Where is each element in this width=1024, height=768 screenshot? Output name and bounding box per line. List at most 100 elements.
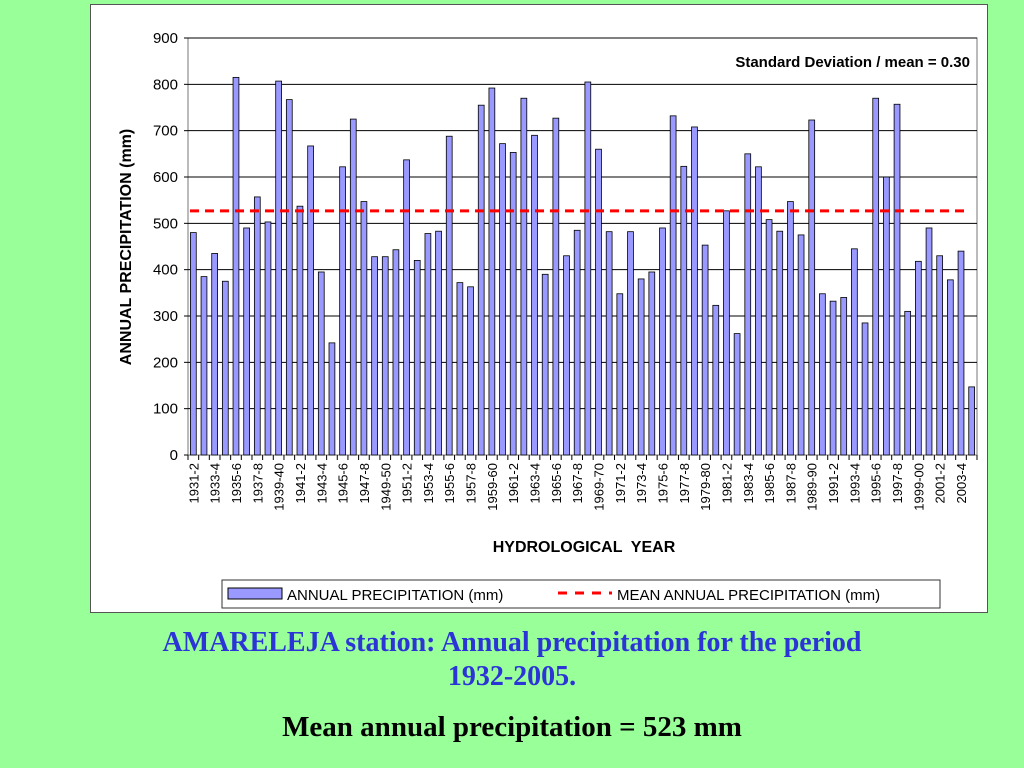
y-tick-label: 100	[153, 401, 178, 418]
bar-1937-8	[253, 196, 261, 456]
x-tick-label: 1975-6	[655, 463, 670, 503]
bar-1985-6	[765, 219, 773, 456]
y-tick-label: 800	[153, 76, 178, 93]
bar-1970-1	[605, 231, 613, 456]
x-tick-label: 1987-8	[783, 463, 798, 503]
bar-1965-6	[552, 117, 560, 456]
bar-1972-3	[627, 231, 634, 456]
x-tick-label: 1963-4	[528, 463, 543, 503]
legend-label-mean: MEAN ANNUAL PRECIPITATION (mm)	[617, 587, 880, 604]
bar-1939-40	[275, 80, 282, 456]
x-tick-label: 1991-2	[826, 463, 841, 503]
bar-1935-6	[232, 76, 240, 456]
y-tick-label: 0	[170, 447, 178, 464]
x-tick-label: 1931-2	[186, 463, 201, 503]
bar-1971-2	[616, 293, 624, 456]
bar-1992-3	[840, 297, 848, 456]
bar-1988-9	[797, 234, 805, 456]
bar-1954-5	[435, 230, 442, 456]
x-tick-label: 1953-4	[421, 463, 436, 503]
precipitation-bar-chart: 0 100 200 300 400 500 600 700 800 900 1931-2 1933-…	[118, 30, 978, 609]
x-tick-label: 1941-2	[293, 463, 308, 503]
bar-1953-4	[424, 233, 432, 456]
bar-1950-1	[392, 249, 400, 456]
x-tick-label: 1959-60	[485, 463, 500, 511]
bar-1982-3	[733, 333, 741, 456]
bar-2003-4	[957, 250, 965, 456]
bar-1977-8	[680, 165, 688, 456]
x-tick-label: 1937-8	[250, 463, 265, 503]
bar-1998-9	[904, 310, 912, 456]
bar-1959-60	[488, 87, 496, 456]
bar-1952-3	[413, 259, 421, 456]
bar-1978-9	[691, 126, 698, 456]
bar-1956-7	[456, 282, 464, 456]
x-tick-label: 1971-2	[613, 463, 628, 503]
bar-1991-2	[829, 300, 837, 456]
bar-1964-5	[541, 273, 549, 456]
bar-1974-5	[648, 271, 656, 456]
bar-1983-4	[744, 153, 752, 456]
x-tick-label: 1957-8	[464, 463, 479, 503]
bar-1994-5	[861, 322, 869, 456]
caption-title: AMARELEJA station: Annual precipitation …	[162, 627, 862, 658]
bar-1943-4	[317, 271, 325, 456]
x-tick-label: 1983-4	[741, 463, 756, 503]
bar-1931-2	[189, 232, 197, 456]
x-tick-label: 1943-4	[314, 463, 329, 503]
x-tick-label: 1935-6	[229, 463, 244, 503]
bar-1979-80	[701, 244, 709, 456]
bar-1961-2	[509, 152, 517, 456]
x-tick-label: 1947-8	[357, 463, 372, 503]
bar-1987-8	[787, 201, 794, 456]
x-tick-label: 1967-8	[570, 463, 585, 503]
x-tick-label: 1961-2	[506, 463, 521, 503]
x-tick-label: 1981-2	[719, 463, 734, 503]
x-tick-label: 1995-6	[869, 463, 884, 503]
bar-1933-4	[211, 253, 218, 456]
y-tick-label: 500	[153, 215, 178, 232]
bar-1984-5	[755, 166, 762, 456]
bar-2004-5	[968, 386, 976, 456]
y-tick-label: 700	[153, 123, 178, 140]
bar-1958-9	[477, 104, 485, 456]
caption-period: 1932-2005.	[447, 661, 577, 692]
bar-1968-9	[584, 81, 592, 456]
y-tick-label: 900	[153, 30, 178, 47]
bar-1995-6	[872, 97, 880, 456]
bar-1940-1	[285, 99, 293, 456]
bar-1938-9	[264, 221, 272, 456]
bar-1981-2	[723, 210, 730, 456]
bar-1957-8	[467, 286, 474, 456]
x-tick-label: 1965-6	[549, 463, 564, 503]
bar-2001-2	[936, 255, 944, 456]
x-tick-label: 1997-8	[890, 463, 905, 503]
bar-1975-6	[659, 227, 666, 456]
x-tick-label: 1951-2	[400, 463, 415, 503]
bar-1986-7	[776, 230, 784, 456]
plot-area	[187, 37, 978, 456]
x-tick-label: 1969-70	[591, 463, 606, 511]
bar-1945-6	[339, 166, 346, 456]
bar-1946-7	[349, 118, 357, 456]
x-tick-label: 1939-40	[272, 463, 287, 511]
bar-1989-90	[808, 119, 816, 456]
bar-1997-8	[893, 103, 901, 456]
bar-1967-8	[573, 229, 581, 456]
x-tick-label: 1949-50	[378, 463, 393, 511]
bar-1944-5	[328, 342, 336, 456]
caption-mean-value: Mean annual precipitation = 523 mm	[282, 711, 742, 743]
bar-1969-70	[595, 148, 602, 456]
bar-1949-50	[381, 256, 389, 456]
bar-1996-7	[883, 176, 890, 456]
x-tick-label: 1973-4	[634, 463, 649, 503]
bar-1963-4	[531, 134, 538, 456]
x-axis-label: HYDROLOGICAL YEAR	[493, 539, 676, 556]
y-tick-label: 600	[153, 169, 178, 186]
bar-1942-3	[307, 145, 314, 456]
bar-1990-1	[819, 293, 826, 456]
bar-2002-3	[947, 279, 954, 456]
x-tick-label: 1979-80	[698, 463, 713, 511]
bar-1951-2	[403, 159, 410, 456]
x-tick-label: 1993-4	[847, 463, 862, 503]
